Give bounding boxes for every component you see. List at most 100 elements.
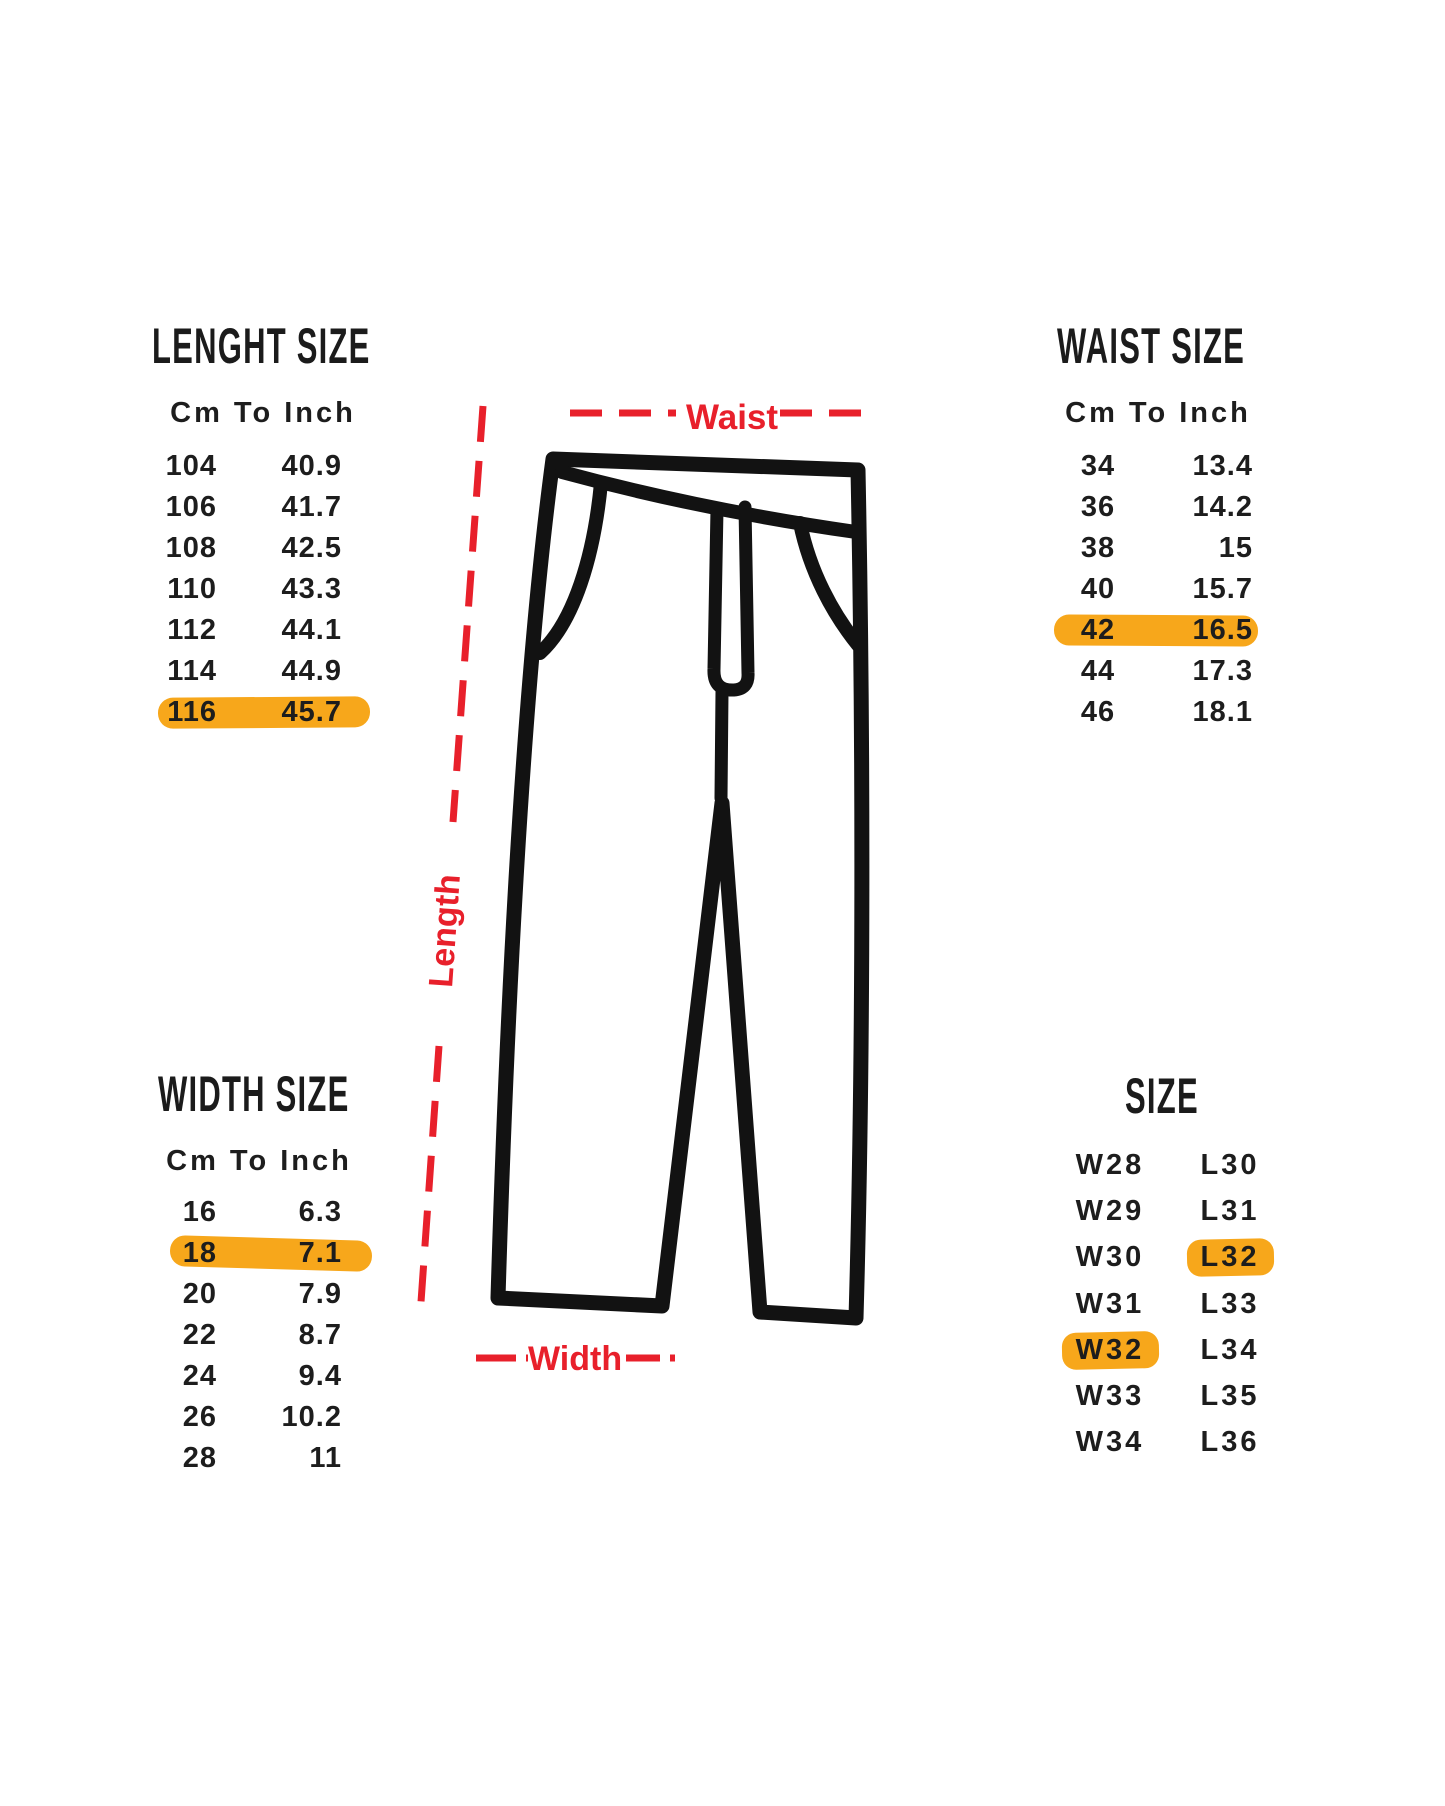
fly-crotch-line [714,685,729,805]
table-cell: 7.9 [298,1278,342,1310]
table-cell: 41.7 [281,491,342,523]
table-cell: 11 [309,1442,342,1474]
size-table: W28 L30 W29 L31 W30 L32 W31 L33 W32 L34 W33 L35 W34 L… [1060,1142,1280,1466]
waist-table-header: Cm To Inch [1065,397,1251,429]
table-cell: W30 [1075,1241,1145,1274]
table-cell: 26 [182,1401,217,1433]
table-cell: 108 [165,532,217,564]
table-cell: 42 [1080,614,1116,646]
table-cell: W33 [1075,1380,1145,1413]
table-cell: W31 [1075,1287,1145,1320]
table-row: 110 43.3 [128,569,348,610]
table-row: 18 7.1 [128,1233,348,1274]
table-row: W31 L33 [1060,1281,1280,1327]
fly-line [707,500,755,697]
table-cell: 116 [167,696,217,728]
table-cell: L36 [1200,1426,1260,1459]
table-row: 106 41.7 [128,487,348,528]
table-cell: L33 [1200,1287,1260,1320]
table-row: 20 7.9 [128,1274,348,1315]
table-row: 38 15 [1060,528,1253,569]
table-cell: 7.1 [298,1237,342,1269]
table-cell: 15.7 [1192,573,1253,605]
table-cell: 28 [182,1442,217,1474]
table-cell: L31 [1200,1194,1260,1227]
width-size-title: WIDTH SIZE [158,1066,350,1122]
table-cell: 6.3 [298,1196,342,1228]
table-cell: 20 [182,1278,217,1310]
table-cell: L32 [1200,1241,1260,1274]
table-cell: 38 [1080,532,1116,564]
table-cell: 112 [167,614,217,646]
length-measure-label: Length [422,872,468,989]
table-row: 114 44.9 [128,651,348,692]
pants-outline-shape [490,451,870,1326]
length-measure-dash-upper [449,405,487,823]
table-row: 26 10.2 [128,1397,348,1438]
table-row: 36 14.2 [1060,487,1253,528]
table-row: 34 13.4 [1060,446,1253,487]
table-cell: L34 [1200,1333,1260,1366]
length-measure-dash-lower [417,1045,443,1303]
length-table-header: Cm To Inch [170,397,356,429]
right-pocket-line [793,516,865,652]
table-row: 44 17.3 [1060,651,1253,692]
table-cell: 42.5 [281,532,342,564]
table-cell: 16 [182,1196,217,1228]
table-cell: 10.2 [281,1401,342,1433]
length-size-table: 104 40.9 106 41.7 108 42.5 110 43.3 112 44.1 114 44… [128,446,348,733]
table-row: W34 L36 [1060,1420,1280,1466]
table-cell: 44.9 [281,655,342,687]
left-pocket-line [533,476,608,660]
table-row: W29 L31 [1060,1188,1280,1234]
table-row: W32 L34 [1060,1327,1280,1373]
table-row: 42 16.5 [1060,610,1253,651]
table-cell: 44.1 [281,614,342,646]
table-row: W28 L30 [1060,1142,1280,1188]
table-row: 104 40.9 [128,446,348,487]
table-cell: 46 [1080,696,1116,728]
table-cell: 36 [1080,491,1116,523]
table-cell: 13.4 [1192,450,1253,482]
width-size-table: 16 6.3 18 7.1 20 7.9 22 8.7 24 9.4 26 10.2 28 11 [128,1192,348,1479]
table-cell: 114 [167,655,217,687]
waist-size-title: WAIST SIZE [1057,318,1246,374]
width-table-header: Cm To Inch [166,1145,352,1177]
table-cell: 17.3 [1192,655,1253,687]
table-row: 112 44.1 [128,610,348,651]
table-cell: 44 [1080,655,1116,687]
table-cell: 22 [182,1319,217,1351]
table-cell: L30 [1200,1148,1260,1181]
table-row: W33 L35 [1060,1373,1280,1419]
table-cell: 15 [1218,532,1253,564]
table-cell: 110 [167,573,217,605]
table-cell: 40.9 [281,450,342,482]
table-row: 116 45.7 [128,692,348,733]
table-cell: 24 [182,1360,217,1392]
table-cell: 106 [165,491,217,523]
table-cell: L35 [1200,1380,1260,1413]
table-row: 22 8.7 [128,1315,348,1356]
table-cell: W34 [1075,1426,1145,1459]
table-cell: 104 [165,450,217,482]
table-row: 28 11 [128,1438,348,1479]
table-row: W30 L32 [1060,1235,1280,1281]
table-cell: W28 [1075,1148,1145,1181]
table-cell: 34 [1080,450,1116,482]
table-row: 108 42.5 [128,528,348,569]
table-cell: 18 [182,1237,217,1269]
table-cell: 40 [1080,573,1116,605]
width-measure-label: Width [528,1340,623,1378]
table-row: 16 6.3 [128,1192,348,1233]
length-size-title: LENGHT SIZE [152,318,371,374]
table-cell: 18.1 [1192,696,1253,728]
table-cell: 45.7 [281,696,342,728]
waist-size-table: 34 13.4 36 14.2 38 15 40 15.7 42 16.5 44 17.3 46 18.1 [1060,446,1253,733]
table-row: 24 9.4 [128,1356,348,1397]
table-cell: 14.2 [1192,491,1253,523]
table-cell: W32 [1075,1333,1145,1366]
waist-measure-label: Waist [686,398,779,437]
table-row: 40 15.7 [1060,569,1253,610]
